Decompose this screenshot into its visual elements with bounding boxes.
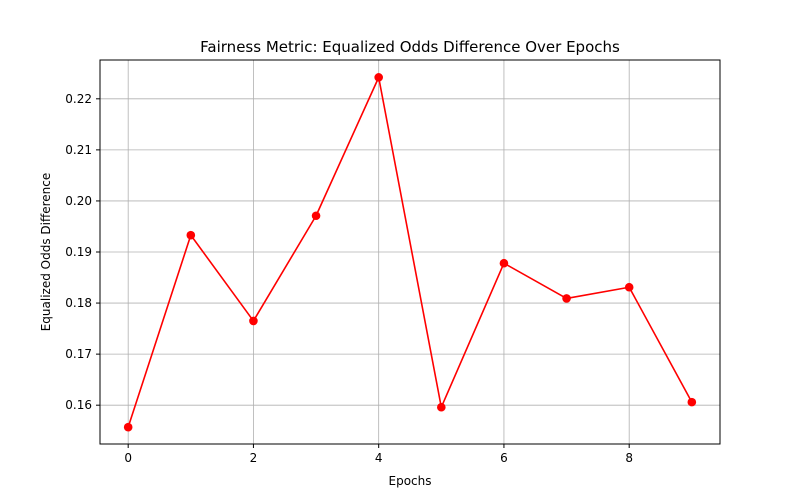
axis-ticks: 0 2 4 6 8 0.16 0.17 0.18 0.19 0.20 0.21 0.22 — [65, 92, 633, 465]
data-point-marker — [437, 402, 446, 412]
x-tick-label: 8 — [625, 451, 633, 465]
series-layer — [123, 73, 697, 432]
series-line — [127, 76, 693, 428]
data-point-marker — [186, 230, 196, 240]
data-point-marker — [562, 294, 571, 303]
y-tick-label: 0.17 — [65, 347, 92, 361]
data-point-marker — [374, 73, 383, 82]
y-tick-label: 0.16 — [65, 398, 92, 412]
x-tick-label: 4 — [375, 451, 383, 465]
x-tick-label: 2 — [250, 451, 258, 465]
data-point-marker — [123, 422, 133, 432]
x-tick-label: 0 — [124, 451, 132, 465]
data-point-marker — [311, 211, 321, 221]
data-point-marker — [249, 316, 258, 326]
y-tick-label: 0.21 — [65, 143, 92, 157]
y-axis-label: Equalized Odds Difference — [39, 173, 53, 332]
y-tick-label: 0.19 — [65, 245, 92, 259]
y-tick-label: 0.18 — [65, 296, 92, 310]
data-point-marker — [687, 397, 697, 407]
y-tick-label: 0.20 — [65, 194, 92, 208]
x-tick-label: 6 — [500, 451, 508, 465]
y-tick-label: 0.22 — [65, 92, 92, 106]
x-axis-label: Epochs — [389, 474, 432, 488]
data-point-marker — [499, 258, 509, 268]
chart-title: Fairness Metric: Equalized Odds Differen… — [200, 38, 620, 56]
grid — [100, 60, 720, 444]
data-point-marker — [624, 282, 634, 292]
